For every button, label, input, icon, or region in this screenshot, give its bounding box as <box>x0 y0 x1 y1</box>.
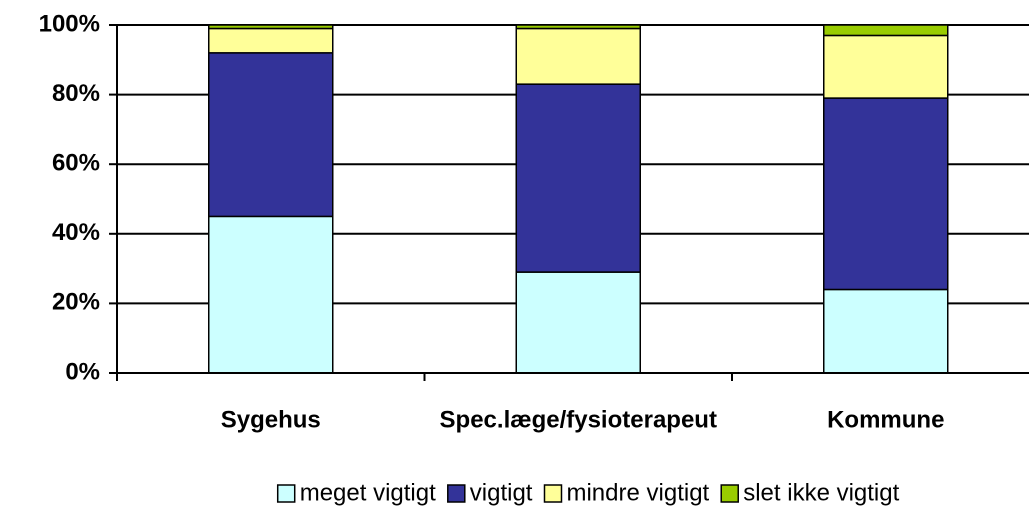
bar-segment <box>208 24 334 30</box>
y-tick-label: 60% <box>52 150 100 177</box>
legend-label: mindre vigtigt <box>566 479 709 506</box>
legend-swatch <box>720 484 739 503</box>
legend-swatch <box>276 484 296 503</box>
x-tick-label: Spec.læge/fysioterapeut <box>440 406 717 433</box>
y-tick-label: 80% <box>52 80 100 107</box>
bar-segment <box>823 288 949 374</box>
y-tick-label: 100% <box>39 10 100 37</box>
bar-segment <box>208 215 334 374</box>
bar-segment <box>515 27 641 85</box>
y-tick-label: 20% <box>52 289 100 316</box>
bar-segment <box>515 83 641 273</box>
legend-label: meget vigtigt <box>300 479 436 506</box>
bar-segment <box>515 24 641 30</box>
legend-swatch <box>543 484 563 503</box>
y-tick-label: 40% <box>52 219 100 246</box>
legend-label: slet ikke vigtigt <box>743 479 899 506</box>
legend-label: vigtigt <box>470 479 533 506</box>
bar-segment <box>208 52 334 218</box>
y-tick-label: 0% <box>65 358 100 385</box>
x-tick-label: Kommune <box>827 406 944 433</box>
bar-segment <box>823 24 949 37</box>
bar-segment <box>823 97 949 291</box>
bar-segment <box>515 271 641 374</box>
bar-segment <box>208 27 334 54</box>
bar-segment <box>823 34 949 99</box>
legend-swatch <box>447 484 466 503</box>
x-tick-label: Sygehus <box>221 406 321 433</box>
